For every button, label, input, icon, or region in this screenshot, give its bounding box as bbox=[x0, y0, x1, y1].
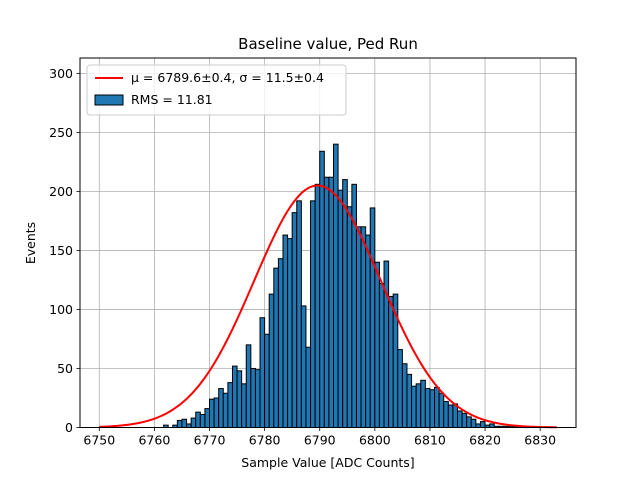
histogram-bar bbox=[181, 418, 188, 428]
histogram-bar bbox=[195, 411, 201, 428]
chart-title: Baseline value, Ped Run bbox=[238, 35, 418, 53]
histogram-bar bbox=[273, 267, 279, 428]
histogram-bar bbox=[456, 410, 463, 428]
axis-ticks: 6750 6760 6770 6780 6790 6800 6810 6820 6830 0 50 1… bbox=[49, 66, 556, 448]
y-tick-label: 250 bbox=[49, 125, 73, 140]
y-tick-label: 50 bbox=[57, 361, 73, 376]
histogram-bar bbox=[227, 382, 233, 428]
histogram-bar bbox=[296, 200, 302, 428]
x-tick-label: 6810 bbox=[414, 433, 446, 448]
legend-hist-label: RMS = 11.81 bbox=[131, 92, 213, 107]
histogram-bar bbox=[388, 295, 394, 428]
histogram-bar bbox=[250, 367, 256, 428]
histogram-bar bbox=[305, 346, 312, 429]
histogram-bar bbox=[333, 143, 339, 429]
histogram-bar bbox=[438, 392, 445, 428]
histogram-bar bbox=[176, 419, 183, 428]
histogram-bar bbox=[300, 305, 307, 428]
histogram-bar bbox=[429, 389, 436, 428]
histogram-bar bbox=[254, 369, 261, 428]
histogram-bar bbox=[346, 206, 353, 428]
histogram-bar bbox=[323, 176, 330, 428]
histogram-bar bbox=[328, 176, 335, 428]
histogram-bar bbox=[374, 261, 380, 428]
histogram-bar bbox=[287, 238, 293, 428]
histogram-bar bbox=[461, 412, 468, 428]
histogram-bar bbox=[447, 404, 454, 428]
histogram-bar bbox=[470, 418, 477, 428]
histogram-bar bbox=[259, 317, 266, 428]
legend-fit-label: μ = 6789.6±0.4, σ = 11.5±0.4 bbox=[131, 70, 324, 85]
histogram-bar bbox=[209, 398, 215, 428]
histogram-bar bbox=[360, 226, 367, 428]
histogram-bar bbox=[397, 349, 403, 429]
histogram-bars bbox=[163, 143, 523, 429]
x-tick-label: 6750 bbox=[83, 433, 115, 448]
x-tick-label: 6770 bbox=[194, 433, 226, 448]
histogram-bar bbox=[415, 383, 422, 428]
legend: μ = 6789.6±0.4, σ = 11.5±0.4 RMS = 11.81 bbox=[86, 64, 347, 116]
x-tick-label: 6830 bbox=[524, 433, 556, 448]
histogram-bar bbox=[479, 421, 486, 428]
histogram-bar bbox=[411, 385, 417, 428]
histogram-bar bbox=[475, 423, 481, 428]
histogram-bar bbox=[222, 392, 229, 428]
histogram-bar bbox=[342, 179, 348, 428]
histogram-bar bbox=[406, 373, 413, 428]
histogram-bar bbox=[236, 370, 243, 428]
histogram-bar bbox=[434, 386, 440, 428]
histogram-bar bbox=[401, 363, 408, 429]
legend-hist-swatch bbox=[94, 94, 124, 106]
y-tick-label: 0 bbox=[65, 420, 73, 435]
histogram-bar bbox=[319, 150, 325, 428]
y-tick-label: 300 bbox=[49, 66, 73, 81]
x-tick-label: 6760 bbox=[138, 433, 170, 448]
x-tick-label: 6800 bbox=[359, 433, 391, 448]
histogram-bar bbox=[264, 333, 270, 429]
histogram-bar bbox=[241, 383, 247, 428]
x-tick-label: 6790 bbox=[304, 433, 336, 448]
histogram-bar bbox=[452, 403, 458, 428]
x-tick-label: 6820 bbox=[469, 433, 501, 448]
histogram-bar bbox=[190, 417, 197, 428]
histogram-bar bbox=[378, 282, 385, 428]
histogram-bar bbox=[369, 207, 376, 428]
histogram-bar bbox=[383, 260, 390, 428]
histogram-bar bbox=[199, 414, 206, 428]
histogram-bar bbox=[268, 293, 275, 428]
x-tick-label: 6780 bbox=[249, 433, 281, 448]
histogram-bar bbox=[355, 226, 362, 428]
histogram-bar bbox=[213, 397, 220, 428]
histogram-bar bbox=[186, 423, 192, 428]
legend-box bbox=[86, 64, 347, 116]
histogram-bar bbox=[424, 388, 431, 428]
histogram-bar bbox=[231, 365, 238, 428]
histogram-bar bbox=[310, 200, 316, 428]
histogram-bar bbox=[365, 234, 371, 428]
histogram-bar bbox=[489, 423, 495, 428]
histogram-bar bbox=[314, 183, 321, 428]
histogram-bar bbox=[282, 234, 289, 428]
histogram-bar bbox=[466, 416, 472, 428]
x-axis-label: Sample Value [ADC Counts] bbox=[241, 455, 414, 470]
histogram-bar bbox=[420, 379, 426, 428]
plot-frame bbox=[79, 57, 577, 428]
y-tick-label: 150 bbox=[49, 243, 73, 258]
histogram-bar bbox=[443, 401, 449, 428]
histogram-bar bbox=[337, 189, 344, 428]
histogram-bar bbox=[204, 408, 211, 428]
histogram-bar bbox=[277, 258, 284, 428]
histogram-bar bbox=[245, 344, 252, 429]
y-axis-label: Events bbox=[23, 222, 38, 264]
histogram-bar bbox=[218, 388, 224, 428]
y-tick-label: 200 bbox=[49, 184, 73, 199]
gaussian-fit-line bbox=[99, 184, 557, 429]
y-tick-label: 100 bbox=[49, 302, 73, 317]
histogram-bar bbox=[291, 212, 298, 428]
